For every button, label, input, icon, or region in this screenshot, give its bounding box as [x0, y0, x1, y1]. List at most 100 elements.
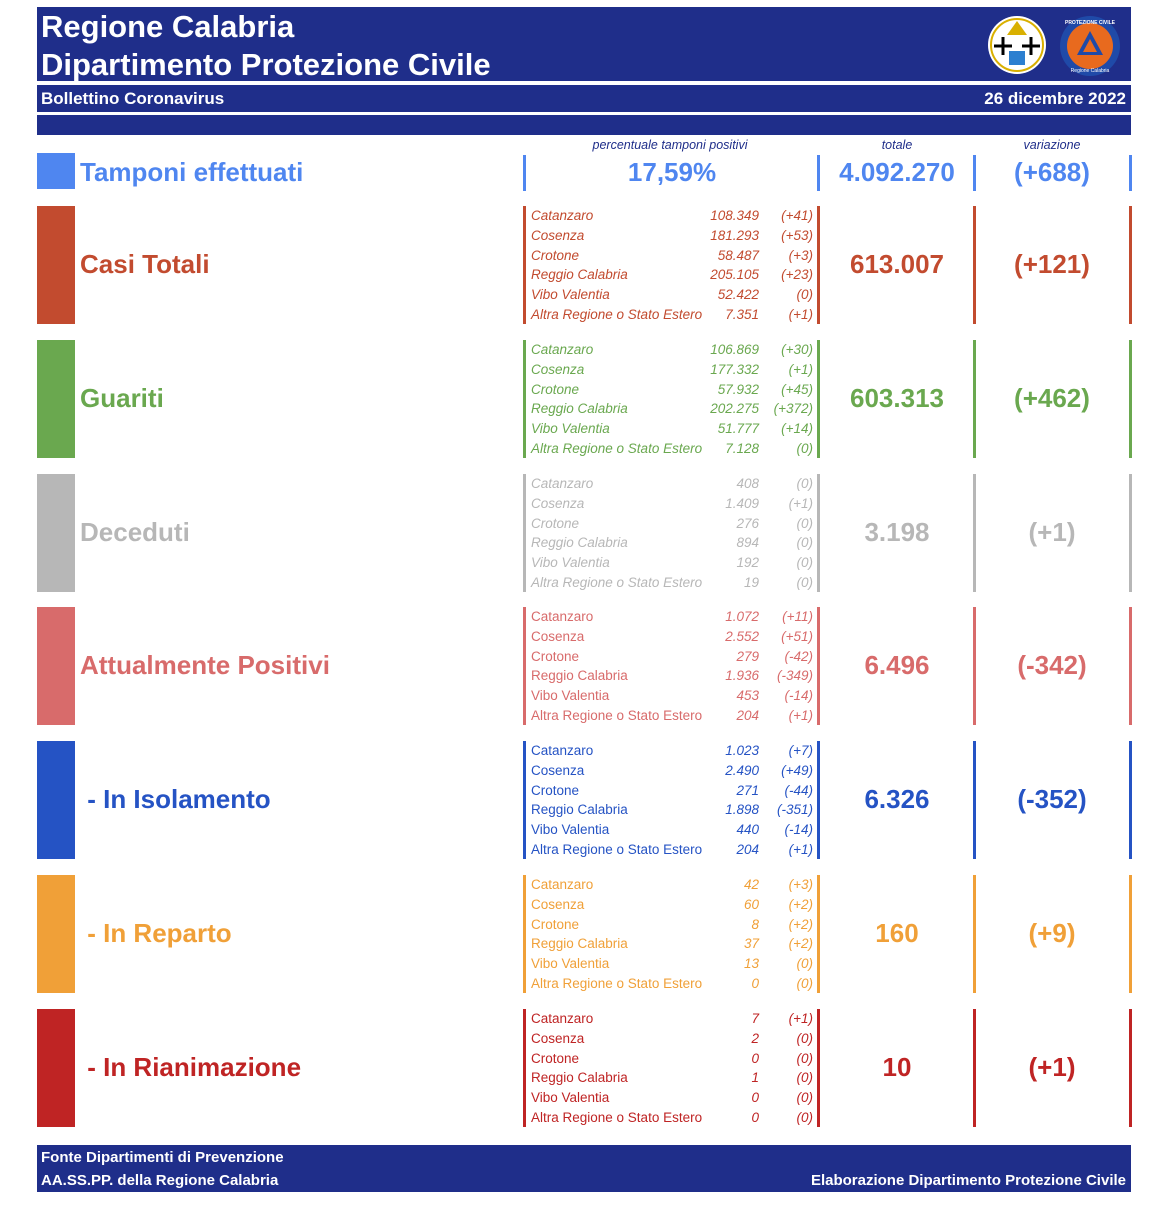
province-row: Crotone 271 (-44) [531, 783, 821, 803]
guariti-swatch [37, 340, 75, 458]
column-divider [817, 474, 820, 592]
category-row-rianimazione: - In Rianimazione Catanzaro 7 (+1) Cosenza 2 (… [37, 1009, 1133, 1127]
province-row: Crotone 276 (0) [531, 516, 821, 536]
column-divider [1129, 155, 1132, 191]
province-name: Vibo Valentia [531, 688, 610, 704]
province-name: Altra Regione o Stato Estero [531, 1110, 703, 1125]
isolamento-total: 6.326 [864, 784, 930, 814]
column-divider [973, 474, 976, 592]
province-row: Reggio Calabria 1.898 (-351) [531, 802, 821, 822]
province-row: Reggio Calabria 1 (0) [531, 1070, 821, 1090]
province-delta: (0) [796, 476, 814, 491]
province-delta: (-349) [776, 668, 813, 684]
column-divider [1129, 206, 1132, 324]
calabria-region-emblem-icon [987, 15, 1047, 75]
province-row: Altra Regione o Stato Estero 204 (+1) [531, 708, 821, 728]
province-name: Reggio Calabria [531, 936, 628, 952]
province-delta: (0) [796, 535, 814, 551]
province-value: 894 [736, 535, 759, 551]
guariti-variation: (+462) [1014, 383, 1090, 413]
tamponi-variation: (+688) [1014, 157, 1090, 187]
positivi-total: 6.496 [864, 650, 930, 680]
province-delta: (-14) [784, 822, 813, 838]
footer-source: Fonte Dipartimenti di Prevenzione [41, 1149, 284, 1166]
column-divider [1129, 875, 1132, 993]
province-name: Vibo Valentia [531, 555, 610, 571]
column-divider [817, 340, 820, 458]
footer-source-detail: AA.SS.PP. della Regione Calabria [41, 1172, 279, 1189]
province-row: Reggio Calabria 202.275 (+372) [531, 401, 821, 421]
rianimazione-variation: (+1) [1028, 1052, 1076, 1082]
positivi-label: Attualmente Positivi [80, 650, 330, 680]
column-divider [973, 607, 976, 725]
column-divider [523, 206, 526, 324]
column-divider [817, 607, 820, 725]
province-name: Cosenza [531, 227, 585, 243]
province-row: Crotone 57.932 (+45) [531, 382, 821, 402]
column-divider [523, 1009, 526, 1127]
province-name: Catanzaro [531, 342, 594, 357]
tamponi-total: 4.092.270 [839, 157, 955, 187]
province-name: Cosenza [531, 896, 585, 912]
province-delta: (+11) [782, 609, 813, 624]
province-value: 42 [743, 877, 759, 892]
bulletin-title: Bollettino Coronavirus [41, 89, 225, 108]
province-row: Altra Regione o Stato Estero 7.351 (+1) [531, 307, 821, 327]
column-divider [523, 474, 526, 592]
column-divider [523, 340, 526, 458]
province-value: 177.332 [710, 361, 759, 377]
province-value: 0 [751, 1050, 759, 1066]
province-value: 2.552 [725, 628, 759, 644]
province-value: 52.422 [717, 287, 759, 303]
province-value: 1.898 [725, 802, 759, 818]
province-value: 271 [736, 782, 759, 798]
category-row-positivi: Attualmente Positivi Catanzaro 1.072 (+11) C… [37, 607, 1133, 725]
province-delta: (+45) [781, 381, 813, 397]
province-row: Crotone 58.487 (+3) [531, 248, 821, 268]
province-row: Cosenza 2 (0) [531, 1031, 821, 1051]
casi-swatch [37, 206, 75, 324]
province-value: 1.023 [725, 743, 759, 758]
province-delta: (-14) [784, 688, 813, 704]
bulletin-date: 26 dicembre 2022 [984, 89, 1126, 108]
column-divider [523, 607, 526, 725]
province-delta: (+2) [788, 896, 813, 912]
column-divider [973, 340, 976, 458]
province-value: 192 [736, 555, 759, 571]
province-delta: (+2) [788, 936, 813, 952]
isolamento-label: - In Isolamento [80, 784, 271, 814]
province-value: 8 [751, 916, 759, 932]
casi-label: Casi Totali [80, 249, 210, 279]
province-row: Cosenza 2.552 (+51) [531, 629, 821, 649]
province-name: Crotone [531, 916, 580, 932]
title-region: Regione Calabria [41, 9, 295, 44]
isolamento-province-list: Catanzaro 1.023 (+7) Cosenza 2.490 (+49) Croto… [531, 743, 821, 861]
title-department: Dipartimento Protezione Civile [41, 47, 491, 82]
province-row: Catanzaro 1.023 (+7) [531, 743, 821, 763]
subheader-banner: Bollettino Coronavirus 26 dicembre 2022 [37, 85, 1131, 112]
reparto-province-list: Catanzaro 42 (+3) Cosenza 60 (+2) Crotone 8 (+2)… [531, 877, 821, 995]
province-row: Crotone 0 (0) [531, 1051, 821, 1071]
province-name: Crotone [531, 782, 580, 798]
province-delta: (+3) [788, 247, 813, 263]
province-delta: (+23) [781, 267, 813, 283]
province-value: 60 [743, 896, 759, 912]
province-row: Crotone 279 (-42) [531, 649, 821, 669]
province-name: Cosenza [531, 628, 585, 644]
footer-banner: Fonte Dipartimenti di Prevenzione AA.SS.… [37, 1145, 1131, 1192]
province-value: 7.128 [725, 441, 759, 456]
province-value: 2.490 [725, 762, 759, 778]
province-delta: (+41) [781, 208, 813, 223]
province-delta: (+30) [781, 342, 813, 357]
province-row: Vibo Valentia 51.777 (+14) [531, 421, 821, 441]
province-name: Crotone [531, 247, 580, 263]
province-delta: (0) [796, 976, 814, 991]
column-divider [1129, 474, 1132, 592]
province-name: Vibo Valentia [531, 956, 610, 972]
province-delta: (-351) [776, 802, 813, 818]
province-value: 106.869 [710, 342, 759, 357]
guariti-province-list: Catanzaro 106.869 (+30) Cosenza 177.332 (+1) C… [531, 342, 821, 460]
column-divider [523, 875, 526, 993]
province-row: Altra Regione o Stato Estero 204 (+1) [531, 842, 821, 862]
deceduti-variation: (+1) [1028, 517, 1076, 547]
